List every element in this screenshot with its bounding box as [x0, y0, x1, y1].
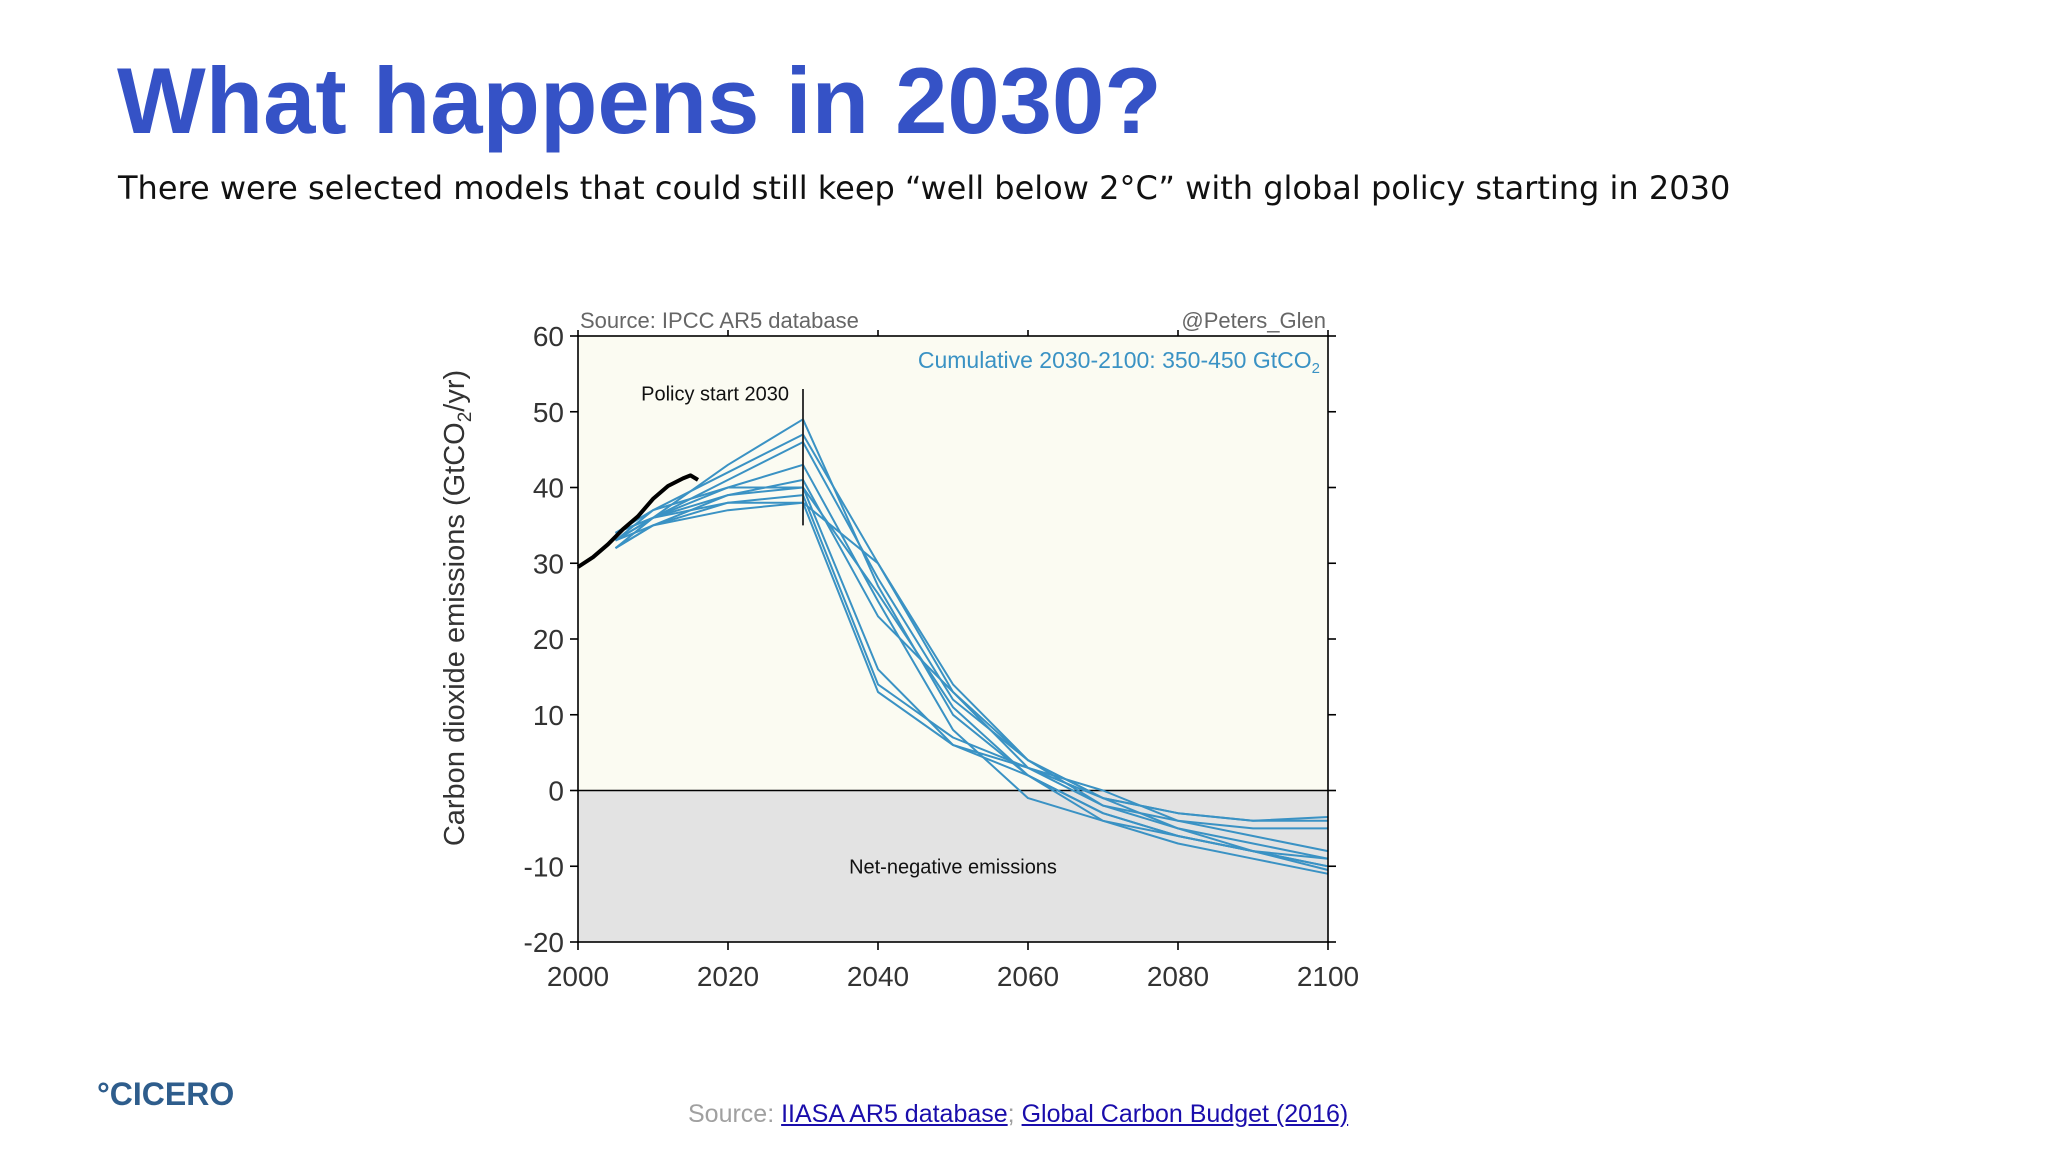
y-tick-label: 60: [533, 321, 564, 352]
chart-source-note: Source: IPCC AR5 database: [580, 308, 859, 333]
x-tick-label: 2000: [547, 961, 609, 992]
slide-title: What happens in 2030?: [117, 48, 1162, 153]
emissions-chart: 60 50 40 30 20 10 0 -10 -20 2000 2020 2040 2060 2080 2…: [420, 290, 1380, 1030]
source-link-gcb[interactable]: Global Carbon Budget (2016): [1021, 1100, 1349, 1128]
scenario-line-3: [615, 441, 1329, 868]
slide-subtitle: There were selected models that could st…: [118, 169, 1731, 207]
x-tick-label: 2100: [1297, 961, 1359, 992]
x-tick-label: 2020: [697, 961, 759, 992]
scenario-line-8: [614, 501, 1329, 853]
x-tick-label: 2060: [997, 961, 1059, 992]
historical-line: [576, 473, 700, 569]
y-tick-label: 50: [533, 397, 564, 428]
cumulative-label: Cumulative 2030-2100: 350-450 GtCO2: [918, 347, 1320, 377]
y-tick-label: -20: [524, 927, 564, 958]
source-separator: ;: [1007, 1100, 1015, 1128]
scenario-lines: [614, 418, 1329, 875]
x-tick-label: 2080: [1147, 961, 1209, 992]
policy-start-label: Policy start 2030: [641, 383, 789, 405]
y-tick-label: 0: [548, 776, 564, 807]
scenario-line-9: [615, 501, 1329, 822]
source-prefix: Source:: [688, 1100, 782, 1128]
logo-text: CICERO: [109, 1076, 235, 1112]
y-axis-label: Carbon dioxide emissions (GtCO2/yr): [439, 370, 476, 846]
scenario-line-4: [614, 463, 1329, 875]
logo-mark: °: [97, 1076, 110, 1112]
x-tick-label: 2040: [847, 961, 909, 992]
chart-credit: @Peters_Glen: [1181, 308, 1326, 333]
cicero-logo: °CICERO: [97, 1076, 234, 1113]
scenario-line-10: [614, 486, 1329, 871]
y-tick-label: -10: [524, 851, 564, 882]
y-tick-label: 10: [533, 700, 564, 731]
y-tick-label: 20: [533, 624, 564, 655]
scenario-line-7: [615, 494, 1329, 860]
y-tick-label: 40: [533, 473, 564, 504]
y-tick-label: 30: [533, 548, 564, 579]
source-link-iiasa[interactable]: IIASA AR5 database: [781, 1100, 1008, 1128]
net-negative-label: Net-negative emissions: [849, 856, 1057, 878]
source-footer: Source: IIASA AR5 database; Global Carbo…: [688, 1100, 1348, 1129]
